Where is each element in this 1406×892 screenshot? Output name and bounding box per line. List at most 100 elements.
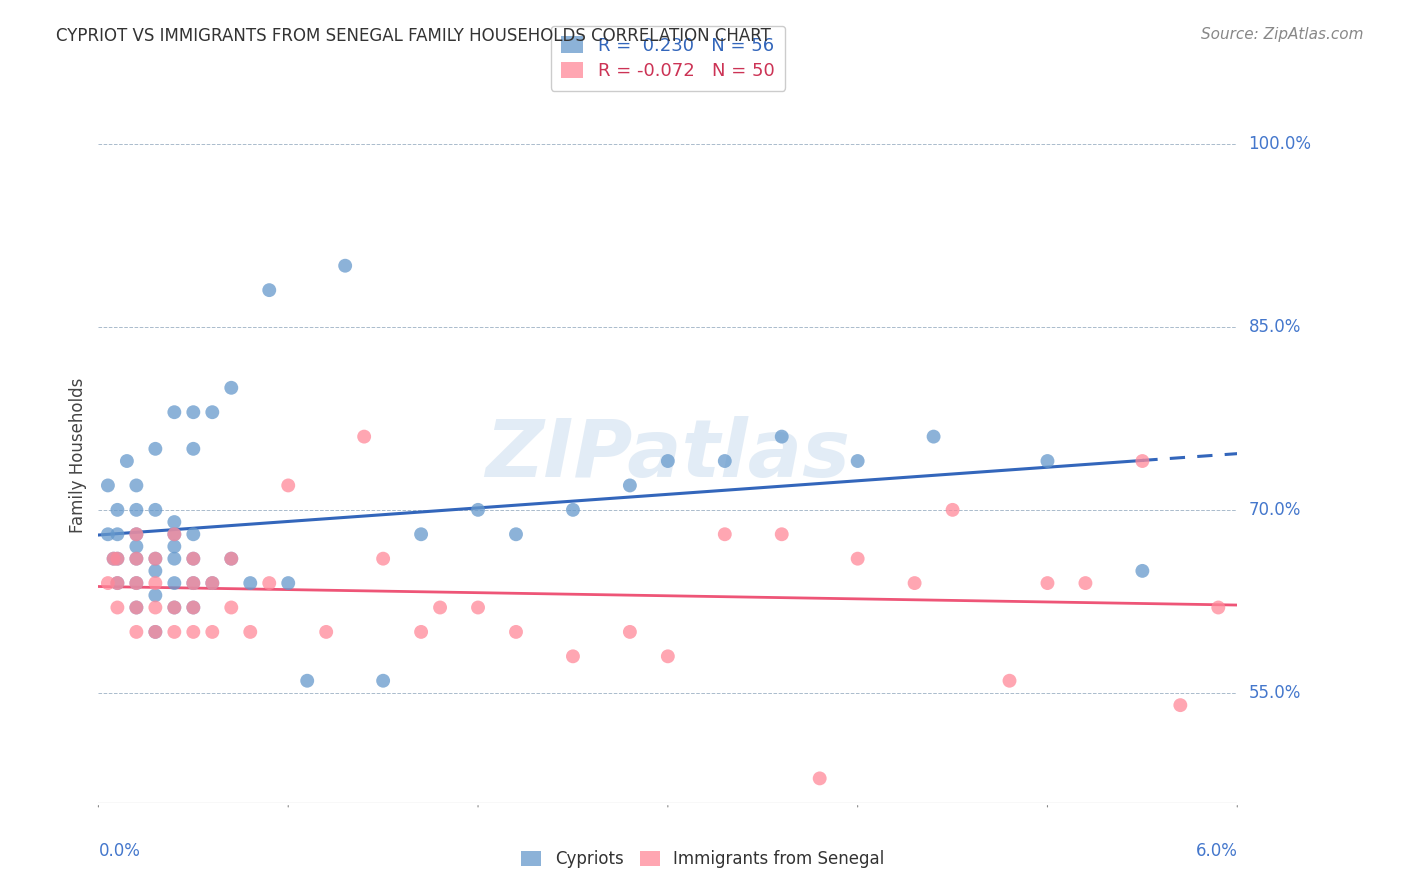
Point bbox=[145, 624, 167, 639]
Point bbox=[505, 624, 527, 639]
Point bbox=[201, 576, 224, 591]
Point bbox=[115, 454, 138, 468]
Point bbox=[183, 551, 205, 566]
Point bbox=[714, 454, 737, 468]
Point bbox=[163, 405, 186, 419]
Point bbox=[183, 600, 205, 615]
Point bbox=[145, 551, 167, 566]
Point bbox=[125, 624, 148, 639]
Point bbox=[562, 503, 585, 517]
Point bbox=[183, 405, 205, 419]
Point bbox=[163, 527, 186, 541]
Legend: Cypriots, Immigrants from Senegal: Cypriots, Immigrants from Senegal bbox=[515, 844, 891, 875]
Point bbox=[277, 478, 299, 492]
Point bbox=[277, 576, 299, 591]
Point bbox=[201, 624, 224, 639]
Text: 100.0%: 100.0% bbox=[1249, 135, 1312, 153]
Point bbox=[846, 551, 869, 566]
Point bbox=[145, 588, 167, 602]
Point bbox=[183, 576, 205, 591]
Point bbox=[1036, 576, 1059, 591]
Point bbox=[163, 600, 186, 615]
Text: 55.0%: 55.0% bbox=[1249, 684, 1301, 702]
Point bbox=[239, 624, 262, 639]
Point bbox=[107, 551, 129, 566]
Point bbox=[125, 576, 148, 591]
Point bbox=[505, 527, 527, 541]
Point bbox=[125, 478, 148, 492]
Point bbox=[808, 772, 831, 786]
Point bbox=[107, 576, 129, 591]
Point bbox=[145, 600, 167, 615]
Point bbox=[107, 527, 129, 541]
Point bbox=[904, 576, 927, 591]
Point bbox=[163, 551, 186, 566]
Point bbox=[562, 649, 585, 664]
Point bbox=[145, 624, 167, 639]
Text: 85.0%: 85.0% bbox=[1249, 318, 1301, 335]
Point bbox=[125, 527, 148, 541]
Point bbox=[107, 576, 129, 591]
Point bbox=[163, 527, 186, 541]
Point bbox=[145, 564, 167, 578]
Point bbox=[221, 551, 243, 566]
Point bbox=[183, 551, 205, 566]
Point bbox=[770, 429, 793, 443]
Point bbox=[125, 503, 148, 517]
Point bbox=[467, 600, 489, 615]
Point bbox=[922, 429, 945, 443]
Point bbox=[145, 576, 167, 591]
Point bbox=[221, 551, 243, 566]
Point bbox=[770, 527, 793, 541]
Point bbox=[1132, 564, 1154, 578]
Point bbox=[1036, 454, 1059, 468]
Point bbox=[411, 527, 433, 541]
Point bbox=[315, 624, 337, 639]
Point bbox=[353, 429, 375, 443]
Point bbox=[371, 551, 394, 566]
Point bbox=[97, 576, 120, 591]
Point bbox=[259, 576, 281, 591]
Point bbox=[371, 673, 394, 688]
Point bbox=[1170, 698, 1192, 713]
Point bbox=[183, 442, 205, 456]
Point bbox=[657, 454, 679, 468]
Point bbox=[201, 576, 224, 591]
Point bbox=[259, 283, 281, 297]
Point bbox=[97, 527, 120, 541]
Point bbox=[411, 624, 433, 639]
Point bbox=[183, 527, 205, 541]
Point bbox=[201, 405, 224, 419]
Text: CYPRIOT VS IMMIGRANTS FROM SENEGAL FAMILY HOUSEHOLDS CORRELATION CHART: CYPRIOT VS IMMIGRANTS FROM SENEGAL FAMIL… bbox=[56, 27, 770, 45]
Point bbox=[97, 478, 120, 492]
Point bbox=[145, 551, 167, 566]
Point bbox=[107, 600, 129, 615]
Point bbox=[335, 259, 357, 273]
Point bbox=[183, 624, 205, 639]
Point bbox=[125, 540, 148, 554]
Point bbox=[429, 600, 451, 615]
Point bbox=[239, 576, 262, 591]
Point bbox=[163, 576, 186, 591]
Point bbox=[619, 624, 641, 639]
Point bbox=[125, 551, 148, 566]
Point bbox=[998, 673, 1021, 688]
Point bbox=[1074, 576, 1097, 591]
Point bbox=[714, 527, 737, 541]
Point bbox=[107, 551, 129, 566]
Point bbox=[467, 503, 489, 517]
Point bbox=[1132, 454, 1154, 468]
Point bbox=[125, 600, 148, 615]
Point bbox=[297, 673, 319, 688]
Point bbox=[103, 551, 125, 566]
Point bbox=[125, 551, 148, 566]
Point bbox=[163, 540, 186, 554]
Point bbox=[125, 600, 148, 615]
Point bbox=[942, 503, 965, 517]
Text: Source: ZipAtlas.com: Source: ZipAtlas.com bbox=[1201, 27, 1364, 42]
Text: ZIPatlas: ZIPatlas bbox=[485, 416, 851, 494]
Point bbox=[221, 600, 243, 615]
Point bbox=[145, 503, 167, 517]
Point bbox=[125, 576, 148, 591]
Point bbox=[107, 503, 129, 517]
